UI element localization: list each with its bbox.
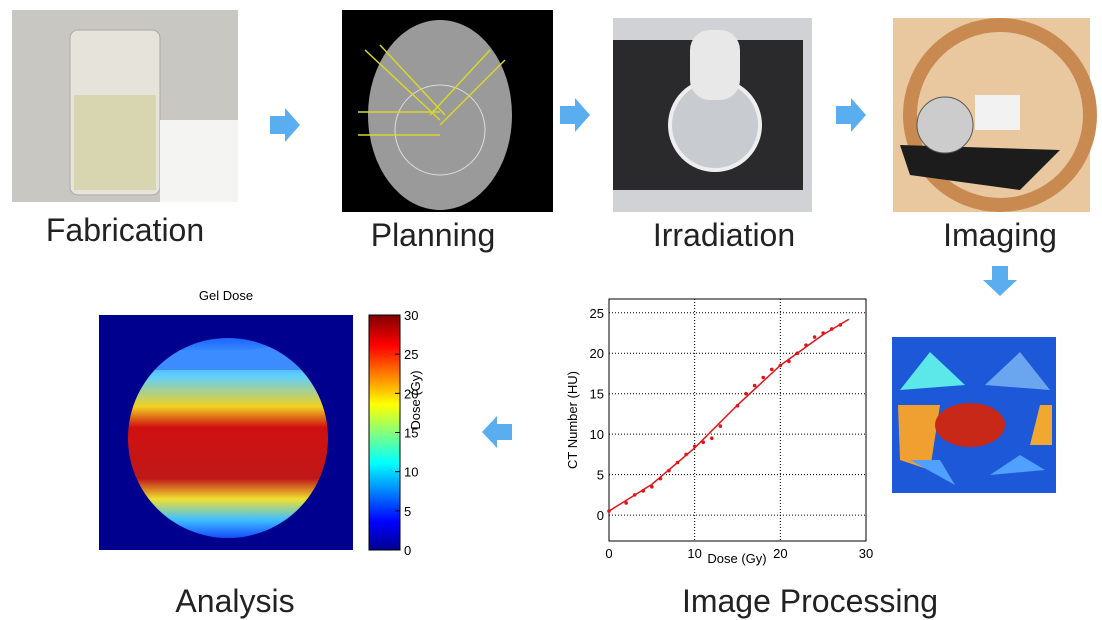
x-axis-label: Dose (Gy): [707, 551, 766, 566]
data-point: [607, 509, 611, 513]
data-point: [796, 351, 800, 355]
colorbar-tick-label: 20: [404, 386, 418, 401]
plot-frame: [609, 299, 866, 541]
step-label: Image Processing: [682, 583, 938, 619]
data-point: [684, 453, 688, 457]
data-point: [821, 331, 825, 335]
data-point: [633, 493, 637, 497]
data-point: [770, 368, 774, 372]
data-point: [693, 445, 697, 449]
y-tick-label: 5: [597, 468, 604, 483]
photo-imaging: [893, 18, 1090, 212]
step-label: Fabrication: [46, 212, 204, 248]
step-label: Analysis: [175, 583, 294, 619]
data-point: [761, 376, 765, 380]
data-point: [839, 323, 843, 327]
data-point: [710, 436, 714, 440]
data-point: [813, 335, 817, 339]
data-point: [719, 424, 723, 428]
x-tick-label: 0: [605, 546, 612, 561]
dose-map-title: Gel Dose: [199, 288, 253, 303]
data-point: [830, 327, 834, 331]
colorbar-tick-label: 10: [404, 465, 418, 480]
data-point: [787, 360, 791, 364]
data-point: [641, 489, 645, 493]
photo-irradiation: [613, 18, 812, 212]
colorbar-tick-label: 5: [404, 504, 411, 519]
data-point: [779, 364, 783, 368]
workflow-diagram: Fabrication Planning Irradiation Imaging…: [0, 0, 1102, 620]
photo-fabrication: [12, 10, 238, 202]
y-tick-label: 10: [590, 427, 604, 442]
y-tick-label: 25: [590, 306, 604, 321]
y-tick-label: 0: [597, 508, 604, 523]
step-label: Planning: [371, 217, 496, 253]
data-point: [676, 461, 680, 465]
colorbar-tick-label: 0: [404, 543, 411, 558]
colorbar-tick-label: 15: [404, 426, 418, 441]
x-tick-label: 20: [773, 546, 787, 561]
colorbar-tick-label: 25: [404, 347, 418, 362]
y-tick-label: 15: [590, 387, 604, 402]
data-point: [804, 343, 808, 347]
data-point: [744, 392, 748, 396]
data-point: [624, 501, 628, 505]
data-point: [736, 404, 740, 408]
step-label: Irradiation: [653, 217, 795, 253]
data-point: [753, 384, 757, 388]
step-label: Imaging: [943, 217, 1057, 253]
data-point: [701, 440, 705, 444]
x-tick-label: 30: [859, 546, 873, 561]
photo-processed-image: [892, 337, 1056, 493]
y-axis-label: CT Number (HU): [565, 371, 580, 469]
data-point: [667, 469, 671, 473]
x-tick-label: 10: [687, 546, 701, 561]
data-point: [650, 485, 654, 489]
colorbar-tick-label: 30: [404, 308, 418, 323]
photo-planning: [342, 10, 553, 212]
y-tick-label: 20: [590, 346, 604, 361]
data-point: [659, 477, 663, 481]
